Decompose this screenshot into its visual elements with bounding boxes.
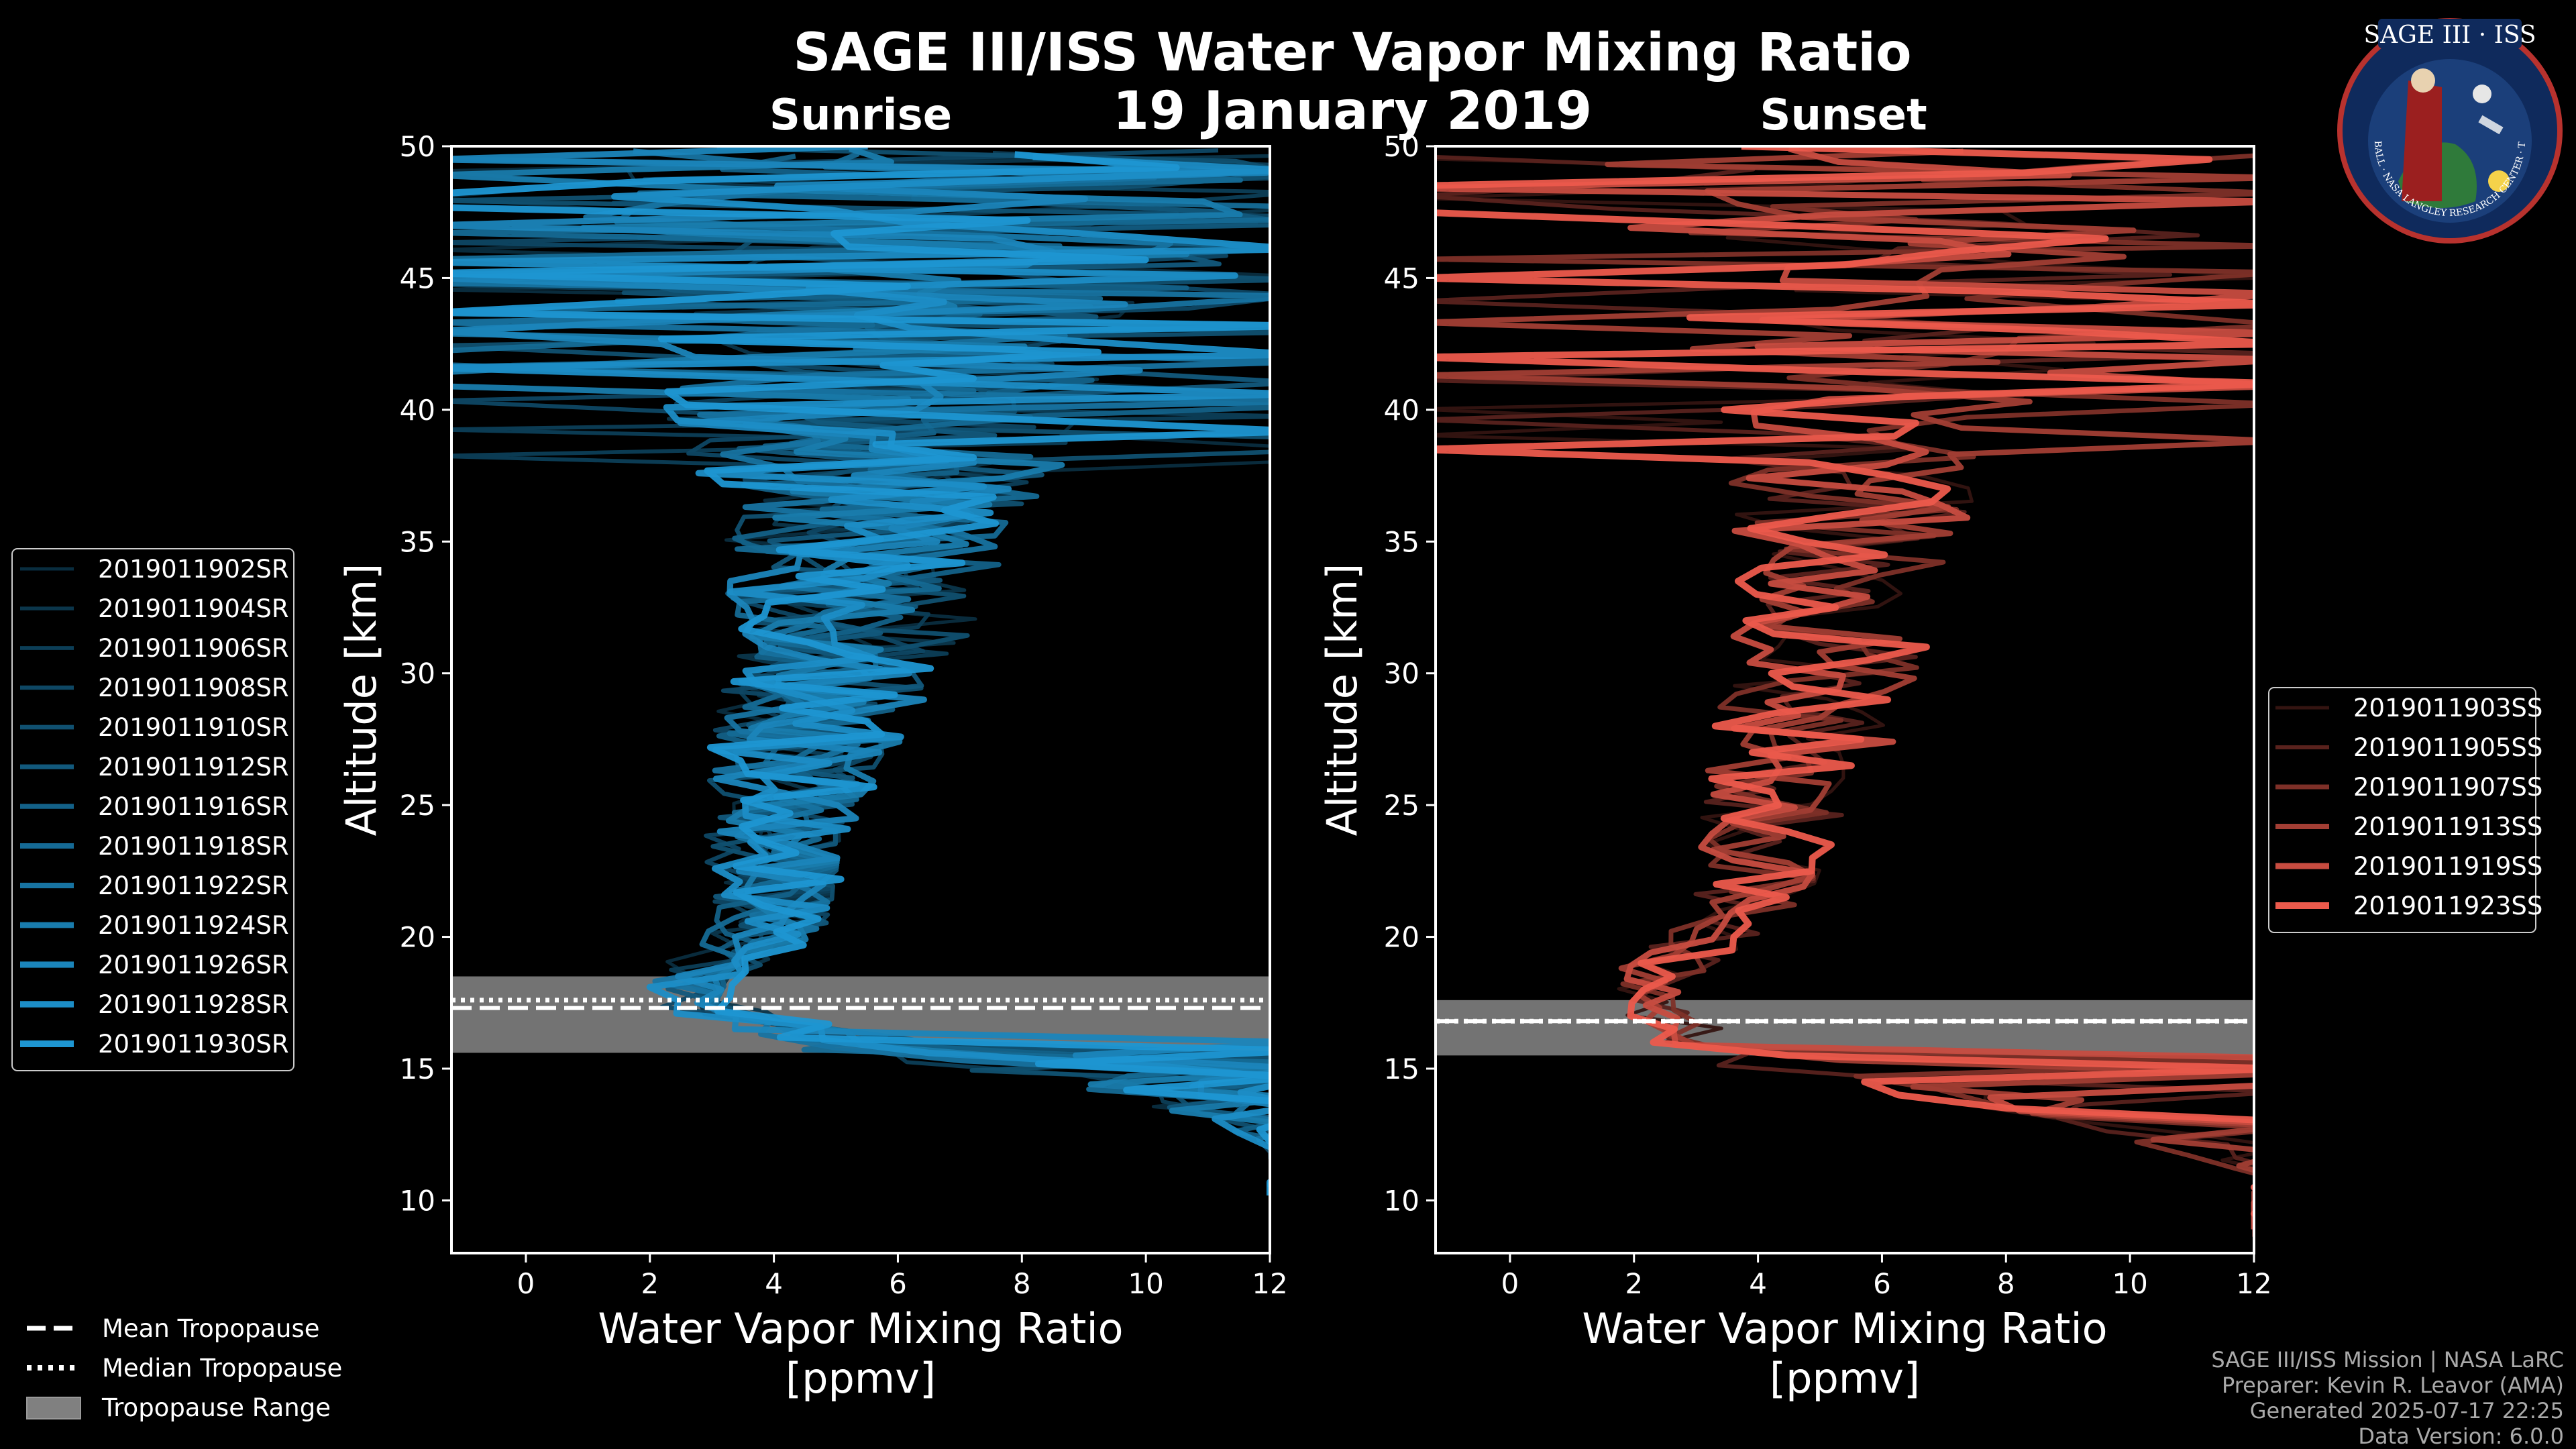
sunset-axes-frame bbox=[1434, 145, 2255, 1254]
x-tick-label: 0 bbox=[517, 1267, 535, 1300]
legend-entry: 2019011907SS bbox=[2353, 773, 2542, 802]
y-tick-label: 30 bbox=[400, 657, 435, 690]
profile-line bbox=[451, 146, 1270, 1108]
legend-entry: 2019011910SR bbox=[98, 713, 289, 742]
tropopause-range-swatch bbox=[26, 1397, 81, 1419]
sunrise-xlabel: Water Vapor Mixing Ratio bbox=[598, 1304, 1123, 1353]
sunrise-legend: 2019011902SR 2019011904SR 2019011906SR 2019… bbox=[11, 548, 294, 1071]
legend-entry: 2019011908SR bbox=[98, 674, 289, 702]
profile-line bbox=[1436, 146, 2254, 1218]
legend-entry: 2019011923SS bbox=[2353, 892, 2542, 920]
y-tick-label: 25 bbox=[1384, 789, 1419, 822]
y-tick-label: 10 bbox=[1384, 1184, 1419, 1217]
legend-entry: 2019011902SR bbox=[98, 555, 289, 584]
legend-entry: 2019011905SS bbox=[2353, 733, 2542, 762]
x-tick-label: 10 bbox=[2112, 1267, 2147, 1300]
sunrise-xlabel-units: [ppmv] bbox=[786, 1354, 936, 1403]
y-tick-label: 35 bbox=[1384, 525, 1419, 558]
sunset-xlabel: Water Vapor Mixing Ratio bbox=[1582, 1304, 2107, 1353]
mean-tropopause-label: Mean Tropopause bbox=[102, 1314, 320, 1343]
y-tick-label: 40 bbox=[400, 394, 435, 427]
credit-line: SAGE III/ISS Mission | NASA LaRC bbox=[2211, 1347, 2564, 1373]
tropopause-range-label: Tropopause Range bbox=[101, 1393, 331, 1422]
x-tick-label: 10 bbox=[1128, 1267, 1163, 1300]
legend-entry: 2019011928SR bbox=[98, 990, 289, 1019]
x-tick-label: 0 bbox=[1501, 1267, 1519, 1300]
y-tick-label: 15 bbox=[1384, 1053, 1419, 1085]
legend-entry: 2019011924SR bbox=[98, 911, 289, 940]
sunrise-ylabel: Altitude [km] bbox=[337, 564, 386, 837]
y-tick-label: 15 bbox=[400, 1053, 435, 1085]
sunset-legend: 2019011903SS 2019011905SS 2019011907SS 2019… bbox=[2268, 687, 2542, 933]
tropopause-legend: Mean Tropopause Median Tropopause Tropop… bbox=[26, 1314, 342, 1422]
logo-title-band bbox=[2378, 19, 2522, 48]
x-tick-label: 2 bbox=[641, 1267, 659, 1300]
figure-title: SAGE III/ISS Water Vapor Mixing Ratio bbox=[793, 23, 1911, 83]
sunset-ylabel: Altitude [km] bbox=[1318, 564, 1366, 837]
sun-icon bbox=[2488, 170, 2510, 192]
x-tick-label: 6 bbox=[1873, 1267, 1891, 1300]
figure-robe-icon bbox=[2402, 80, 2442, 201]
y-tick-label: 35 bbox=[400, 525, 435, 558]
credit-line: Generated 2025-07-17 22:25 bbox=[2250, 1398, 2564, 1424]
y-tick-label: 20 bbox=[1384, 921, 1419, 954]
median-tropopause-label: Median Tropopause bbox=[102, 1354, 342, 1383]
x-tick-label: 4 bbox=[765, 1267, 783, 1300]
x-tick-label: 12 bbox=[1252, 1267, 1287, 1300]
sunrise-legend-box bbox=[11, 548, 294, 1071]
legend-entry: 2019011903SS bbox=[2353, 694, 2542, 722]
legend-entry: 2019011919SS bbox=[2353, 852, 2542, 881]
y-tick-label: 20 bbox=[400, 921, 435, 954]
sunset-plot-area bbox=[1436, 146, 2254, 1237]
y-tick-label: 45 bbox=[400, 262, 435, 294]
sunset-subtitle: Sunset bbox=[1760, 91, 1927, 140]
legend-entry: 2019011930SR bbox=[98, 1030, 289, 1059]
x-tick-label: 4 bbox=[1749, 1267, 1767, 1300]
y-tick-label: 50 bbox=[400, 130, 435, 163]
iss-icon bbox=[2478, 115, 2504, 135]
y-tick-label: 45 bbox=[1384, 262, 1419, 294]
date-label: 19 January 2019 bbox=[1113, 81, 1593, 142]
sunrise-ticks: 0 2 4 6 8 10 12 10 15 20 25 30 35 40 45 50 bbox=[400, 130, 1288, 1300]
x-tick-label: 8 bbox=[1013, 1267, 1031, 1300]
legend-entry: 2019011916SR bbox=[98, 792, 289, 821]
y-tick-label: 10 bbox=[400, 1184, 435, 1217]
sunset-legend-box bbox=[2268, 687, 2536, 933]
sunset-ticks: 0 2 4 6 8 10 12 10 15 20 25 30 35 40 45 50 bbox=[1384, 130, 2272, 1300]
sunrise-subtitle: Sunrise bbox=[769, 91, 952, 140]
profile-line bbox=[451, 151, 1270, 1196]
sunset-panel: 0 2 4 6 8 10 12 10 15 20 25 30 35 40 45 50 Water Vapor … bbox=[1318, 130, 2272, 1403]
figure-head-icon bbox=[2411, 68, 2435, 93]
profile-line bbox=[1436, 146, 2254, 1230]
sunrise-axes-frame bbox=[450, 145, 1271, 1254]
legend-entry: 2019011926SR bbox=[98, 951, 289, 979]
y-tick-label: 25 bbox=[400, 789, 435, 822]
x-tick-label: 8 bbox=[1997, 1267, 2015, 1300]
legend-entry: 2019011922SR bbox=[98, 871, 289, 900]
y-tick-label: 50 bbox=[1384, 130, 1419, 163]
legend-entry: 2019011912SR bbox=[98, 753, 289, 782]
y-tick-label: 30 bbox=[1384, 657, 1419, 690]
x-tick-label: 2 bbox=[1625, 1267, 1643, 1300]
legend-entry: 2019011913SS bbox=[2353, 812, 2542, 841]
moon-icon bbox=[2473, 85, 2491, 103]
sunrise-plot-area bbox=[451, 146, 1270, 1196]
legend-entry: 2019011918SR bbox=[98, 832, 289, 861]
legend-entry: 2019011906SR bbox=[98, 634, 289, 663]
x-tick-label: 12 bbox=[2236, 1267, 2271, 1300]
profile-line bbox=[1436, 154, 2254, 1237]
credit-line: Data Version: 6.0.0 bbox=[2358, 1424, 2564, 1449]
sunset-xlabel-units: [ppmv] bbox=[1770, 1354, 1920, 1403]
x-tick-label: 6 bbox=[889, 1267, 907, 1300]
legend-entry: 2019011904SR bbox=[98, 594, 289, 623]
credits: SAGE III/ISS Mission | NASA LaRC Prepare… bbox=[2211, 1347, 2564, 1449]
sunrise-panel: 0 2 4 6 8 10 12 10 15 20 25 30 35 40 45 50 Water Vapor … bbox=[337, 130, 1288, 1403]
y-tick-label: 40 bbox=[1384, 394, 1419, 427]
credit-line: Preparer: Kevin R. Leavor (AMA) bbox=[2222, 1373, 2564, 1398]
logo-title: SAGE III · ISS bbox=[2363, 21, 2536, 49]
